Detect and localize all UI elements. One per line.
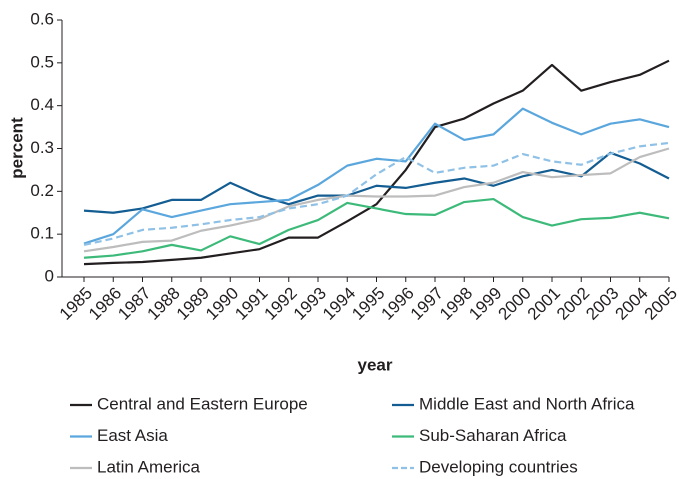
legend-label: East Asia	[97, 426, 168, 445]
series-line	[83, 107, 670, 245]
x-tick-label: 1998	[436, 284, 476, 324]
x-tick-label: 1993	[290, 284, 330, 324]
series-line	[83, 59, 670, 266]
x-tick-label: 2001	[524, 284, 564, 324]
legend-label: Latin America	[97, 457, 201, 476]
x-tick-label: 2000	[495, 284, 535, 324]
legend-label: Middle East and North Africa	[419, 394, 635, 413]
x-tick-label: 1986	[85, 284, 125, 324]
y-tick-label: 0.4	[30, 95, 54, 114]
x-tick-label: 1989	[173, 284, 213, 324]
x-tick-label: 1994	[319, 284, 359, 324]
y-tick-label: 0.2	[30, 181, 54, 200]
x-axis-label: year	[358, 355, 393, 374]
legend-label: Sub-Saharan Africa	[419, 426, 567, 445]
legend-label: Developing countries	[419, 457, 578, 476]
y-tick-label: 0	[45, 266, 54, 285]
x-tick-label: 1987	[114, 284, 154, 324]
x-tick-label: 1996	[378, 284, 418, 324]
x-tick-label: 2002	[553, 284, 593, 324]
y-tick-label: 0.1	[30, 224, 54, 243]
x-tick-label: 1990	[202, 284, 242, 324]
x-tick-label: 1995	[348, 284, 388, 324]
y-tick-label: 0.6	[30, 9, 54, 28]
series-line	[83, 147, 670, 253]
x-tick-label: 1991	[231, 284, 271, 324]
x-tick-label: 1992	[261, 284, 301, 324]
series-line	[83, 197, 670, 259]
x-tick-label: 1985	[56, 284, 96, 324]
y-tick-label: 0.5	[30, 52, 54, 71]
x-tick-label: 1999	[465, 284, 505, 324]
series-line	[83, 151, 670, 214]
x-tick-label: 2003	[582, 284, 622, 324]
x-tick-label: 1988	[144, 284, 184, 324]
series-line	[83, 141, 670, 246]
legend-label: Central and Eastern Europe	[97, 394, 308, 413]
x-tick-label: 2005	[641, 284, 679, 324]
y-axis-label: percent	[7, 117, 26, 179]
x-tick-label: 1997	[407, 284, 447, 324]
y-tick-label: 0.3	[30, 138, 54, 157]
x-tick-label: 2004	[612, 284, 652, 324]
